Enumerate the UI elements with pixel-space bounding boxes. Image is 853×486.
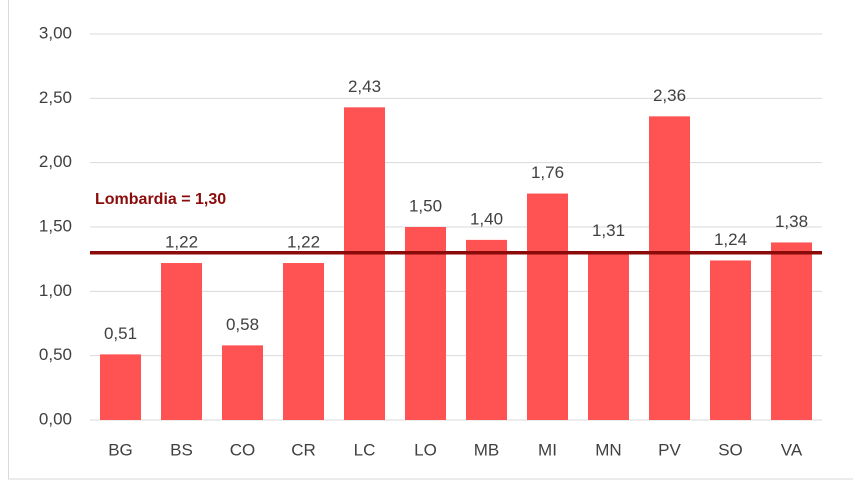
y-tick-label: 2,50 [39,88,72,107]
x-tick-label: CR [291,440,316,459]
data-label: 2,43 [348,77,381,96]
x-tick-label: BG [108,440,133,459]
bar [344,107,385,420]
bar [710,260,751,420]
data-label: 1,38 [775,212,808,231]
data-label: 1,24 [714,230,747,249]
bar [283,263,324,420]
bar [222,345,263,420]
data-label: 1,76 [531,163,564,182]
chart-frame [8,0,853,480]
y-tick-label: 2,00 [39,152,72,171]
x-tick-label: VA [781,440,803,459]
bar [649,116,690,420]
y-tick-label: 0,00 [39,409,72,428]
x-tick-label: SO [718,440,743,459]
x-tick-label: MB [474,440,500,459]
data-label: 1,22 [165,233,198,252]
bar [100,354,141,420]
x-tick-label: BS [170,440,193,459]
x-tick-label: LC [354,440,376,459]
data-label: 1,22 [287,233,320,252]
x-tick-label: LO [414,440,437,459]
data-label: 1,40 [470,209,503,228]
y-tick-label: 1,00 [39,281,72,300]
bar [771,242,812,420]
data-label: 0,51 [104,324,137,343]
bar [588,251,629,420]
data-label: 1,31 [592,221,625,240]
x-tick-label: PV [658,440,681,459]
y-tick-label: 3,00 [39,23,72,42]
y-tick-label: 0,50 [39,345,72,364]
y-tick-label: 1,50 [39,216,72,235]
data-label: 0,58 [226,315,259,334]
data-label: 2,36 [653,86,686,105]
bar [527,193,568,420]
x-tick-label: MN [595,440,621,459]
x-tick-label: MI [538,440,557,459]
data-label: 1,50 [409,196,442,215]
bar [405,227,446,420]
bar [161,263,202,420]
bar [466,239,507,420]
reference-label: Lombardia = 1,30 [95,191,226,208]
x-tick-label: CO [230,440,256,459]
